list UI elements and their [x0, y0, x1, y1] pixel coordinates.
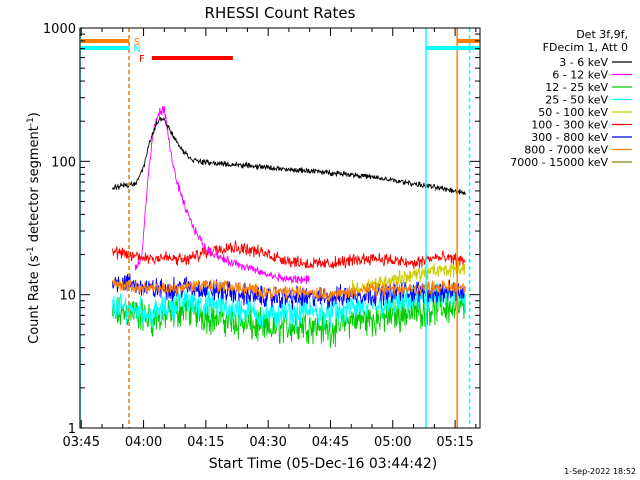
- legend-header-line-1: Det 3f,9f,: [576, 28, 628, 41]
- y-label-prefix: Count Rate (s: [27, 255, 42, 344]
- legend-entry-25-50-kev: 25 - 50 keV: [545, 94, 608, 107]
- x-tick-label-04-15: 04:15: [187, 435, 224, 450]
- x-axis-label: Start Time (05-Dec-16 03:44:42): [209, 456, 437, 472]
- vertical-lines-layer: [79, 28, 471, 428]
- x-tick-label-04-30: 04:30: [249, 435, 286, 450]
- x-tick-label-04-45: 04:45: [312, 435, 349, 450]
- y-tick-label-10: 10: [59, 289, 76, 304]
- series-line-50-100-kev: [350, 260, 466, 297]
- legend-entry-6-12-kev: 6 - 12 keV: [552, 69, 608, 82]
- series-line-3-6-kev: [111, 116, 466, 195]
- legend-entry-3-6-kev: 3 - 6 keV: [559, 56, 608, 69]
- legend-entry-12-25-kev: 12 - 25 keV: [545, 81, 608, 94]
- x-tick-label-05-00: 05:00: [374, 435, 411, 450]
- series-line-6-12-kev: [134, 105, 310, 285]
- legend-entry-50-100-kev: 50 - 100 keV: [538, 106, 608, 119]
- series-line-100-300-kev: [111, 239, 466, 270]
- x-tick-label-05-15: 05:15: [436, 435, 473, 450]
- y-label-suffix: ): [27, 112, 42, 117]
- y-axis-label: Count Rate (s-1 detector segment-1): [26, 112, 42, 344]
- y-tick-label-100: 100: [51, 155, 76, 170]
- legend-entry-300-800-kev: 300 - 800 keV: [531, 131, 608, 144]
- y-label-middle: detector segment: [27, 126, 42, 246]
- series-line-800-7000-kev: [111, 278, 466, 302]
- flag-bars-layer: SNF: [81, 37, 479, 65]
- axis-ticks-layer: 03:45 04:00 04:15 04:30 04:45 05:00 05:15 1 10 10…: [43, 22, 480, 450]
- legend-entry-800-7000-kev: 800 - 7000 keV: [524, 144, 608, 157]
- flag-label-f: F: [139, 54, 145, 65]
- y-label-exponent-1: -1: [26, 246, 36, 255]
- chart-title: RHESSI Count Rates: [205, 4, 356, 22]
- plot-frame: [79, 27, 481, 429]
- series-layer: [111, 105, 466, 348]
- y-tick-label-1000: 1000: [43, 22, 76, 37]
- y-label-exponent-2: -1: [26, 117, 36, 126]
- y-tick-label-1: 1: [68, 422, 76, 437]
- x-tick-label-03-45: 03:45: [63, 435, 100, 450]
- series-line-25-50-kev: [111, 281, 466, 330]
- legend-entry-100-300-kev: 100 - 300 keV: [531, 119, 608, 132]
- legend-header-line-2: FDecim 1, Att 0: [543, 41, 628, 54]
- flag-label-n: N: [133, 44, 140, 55]
- flag-label-s: S: [134, 37, 140, 48]
- x-tick-label-04-00: 04:00: [125, 435, 162, 450]
- footer-timestamp: 1-Sep-2022 18:52: [564, 467, 636, 476]
- legend-entry-7000-15000-kev: 7000 - 15000 keV: [510, 156, 608, 169]
